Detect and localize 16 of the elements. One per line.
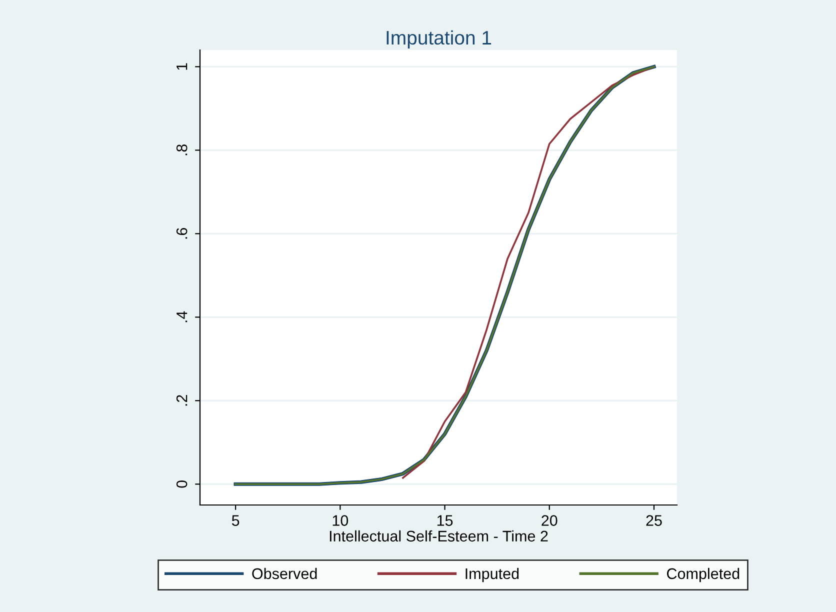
legend-label: Completed <box>666 568 740 582</box>
y-tick-label: .2 <box>176 395 188 406</box>
y-tick-label: 1 <box>176 63 188 70</box>
y-tick-label: .6 <box>176 228 188 239</box>
x-tick-label: 25 <box>646 515 662 526</box>
x-tick-label: 20 <box>542 515 558 526</box>
y-tick-label: .8 <box>176 144 188 156</box>
legend-label: Imputed <box>466 568 519 582</box>
x-axis-title: Intellectual Self-Esteem - Time 2 <box>330 530 548 542</box>
x-tick-label: 15 <box>437 515 453 526</box>
x-tick-label: 5 <box>232 515 240 526</box>
y-tick-label: .4 <box>176 311 188 322</box>
chart-title: Imputation 1 <box>386 30 492 48</box>
y-tick-label: 0 <box>176 480 188 488</box>
legend-label: Observed <box>252 568 317 580</box>
x-tick-label: 10 <box>332 515 348 526</box>
